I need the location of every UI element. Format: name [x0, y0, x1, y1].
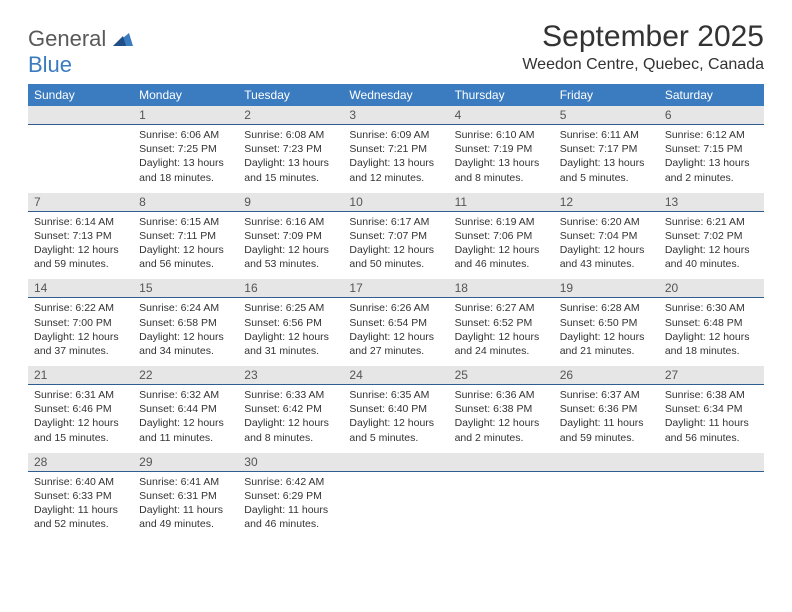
day-detail-row: Sunrise: 6:06 AMSunset: 7:25 PMDaylight:… — [28, 125, 764, 193]
day-detail-cell: Sunrise: 6:33 AMSunset: 6:42 PMDaylight:… — [238, 385, 343, 453]
day-number-cell — [554, 453, 659, 472]
day-number-cell: 22 — [133, 366, 238, 385]
day-detail-cell: Sunrise: 6:24 AMSunset: 6:58 PMDaylight:… — [133, 298, 238, 366]
day-detail-cell: Sunrise: 6:42 AMSunset: 6:29 PMDaylight:… — [238, 471, 343, 539]
day-detail-cell: Sunrise: 6:15 AMSunset: 7:11 PMDaylight:… — [133, 211, 238, 279]
day-detail-cell: Sunrise: 6:32 AMSunset: 6:44 PMDaylight:… — [133, 385, 238, 453]
logo-triangle-icon — [113, 33, 133, 50]
day-number-cell: 12 — [554, 193, 659, 212]
day-number-cell: 29 — [133, 453, 238, 472]
title-block: September 2025 Weedon Centre, Quebec, Ca… — [522, 20, 764, 74]
day-number-cell: 5 — [554, 106, 659, 125]
day-detail-cell: Sunrise: 6:38 AMSunset: 6:34 PMDaylight:… — [659, 385, 764, 453]
day-detail-cell — [554, 471, 659, 539]
day-number-cell: 9 — [238, 193, 343, 212]
weekday-header: Friday — [554, 84, 659, 106]
weekday-header: Monday — [133, 84, 238, 106]
day-number-cell: 27 — [659, 366, 764, 385]
day-detail-cell: Sunrise: 6:12 AMSunset: 7:15 PMDaylight:… — [659, 125, 764, 193]
day-number-cell: 8 — [133, 193, 238, 212]
day-number-cell: 3 — [343, 106, 448, 125]
day-number-cell: 26 — [554, 366, 659, 385]
day-number-row: 282930 — [28, 453, 764, 472]
calendar-table: Sunday Monday Tuesday Wednesday Thursday… — [28, 84, 764, 539]
day-number-cell: 15 — [133, 279, 238, 298]
day-number-row: 14151617181920 — [28, 279, 764, 298]
day-detail-cell: Sunrise: 6:25 AMSunset: 6:56 PMDaylight:… — [238, 298, 343, 366]
day-detail-row: Sunrise: 6:40 AMSunset: 6:33 PMDaylight:… — [28, 471, 764, 539]
location: Weedon Centre, Quebec, Canada — [522, 56, 764, 74]
day-detail-cell: Sunrise: 6:16 AMSunset: 7:09 PMDaylight:… — [238, 211, 343, 279]
day-number-row: 78910111213 — [28, 193, 764, 212]
logo-text-block: General Blue — [28, 26, 133, 78]
day-detail-cell: Sunrise: 6:40 AMSunset: 6:33 PMDaylight:… — [28, 471, 133, 539]
day-detail-cell: Sunrise: 6:19 AMSunset: 7:06 PMDaylight:… — [449, 211, 554, 279]
day-detail-cell: Sunrise: 6:11 AMSunset: 7:17 PMDaylight:… — [554, 125, 659, 193]
day-detail-cell — [343, 471, 448, 539]
calendar-page: General Blue September 2025 Weedon Centr… — [0, 0, 792, 539]
day-detail-cell: Sunrise: 6:27 AMSunset: 6:52 PMDaylight:… — [449, 298, 554, 366]
day-number-cell: 21 — [28, 366, 133, 385]
weekday-header: Saturday — [659, 84, 764, 106]
day-number-row: 21222324252627 — [28, 366, 764, 385]
day-detail-row: Sunrise: 6:22 AMSunset: 7:00 PMDaylight:… — [28, 298, 764, 366]
day-number-cell: 20 — [659, 279, 764, 298]
day-number-cell: 2 — [238, 106, 343, 125]
day-detail-cell: Sunrise: 6:20 AMSunset: 7:04 PMDaylight:… — [554, 211, 659, 279]
day-number-cell — [343, 453, 448, 472]
day-detail-cell: Sunrise: 6:21 AMSunset: 7:02 PMDaylight:… — [659, 211, 764, 279]
weekday-header: Sunday — [28, 84, 133, 106]
day-number-cell: 24 — [343, 366, 448, 385]
day-number-cell: 10 — [343, 193, 448, 212]
day-detail-cell — [28, 125, 133, 193]
day-number-cell — [28, 106, 133, 125]
day-detail-cell: Sunrise: 6:31 AMSunset: 6:46 PMDaylight:… — [28, 385, 133, 453]
day-number-cell: 13 — [659, 193, 764, 212]
day-detail-cell: Sunrise: 6:09 AMSunset: 7:21 PMDaylight:… — [343, 125, 448, 193]
day-detail-cell: Sunrise: 6:28 AMSunset: 6:50 PMDaylight:… — [554, 298, 659, 366]
day-number-row: 123456 — [28, 106, 764, 125]
day-number-cell — [449, 453, 554, 472]
day-number-cell: 4 — [449, 106, 554, 125]
day-detail-cell: Sunrise: 6:14 AMSunset: 7:13 PMDaylight:… — [28, 211, 133, 279]
weekday-header: Tuesday — [238, 84, 343, 106]
logo-word-1: General — [28, 26, 106, 51]
day-number-cell: 6 — [659, 106, 764, 125]
day-number-cell: 14 — [28, 279, 133, 298]
day-number-cell: 16 — [238, 279, 343, 298]
day-number-cell: 17 — [343, 279, 448, 298]
weekday-header-row: Sunday Monday Tuesday Wednesday Thursday… — [28, 84, 764, 106]
day-detail-row: Sunrise: 6:14 AMSunset: 7:13 PMDaylight:… — [28, 211, 764, 279]
day-detail-cell: Sunrise: 6:26 AMSunset: 6:54 PMDaylight:… — [343, 298, 448, 366]
day-detail-cell: Sunrise: 6:35 AMSunset: 6:40 PMDaylight:… — [343, 385, 448, 453]
day-detail-cell: Sunrise: 6:17 AMSunset: 7:07 PMDaylight:… — [343, 211, 448, 279]
day-detail-cell: Sunrise: 6:08 AMSunset: 7:23 PMDaylight:… — [238, 125, 343, 193]
day-detail-cell: Sunrise: 6:36 AMSunset: 6:38 PMDaylight:… — [449, 385, 554, 453]
header-row: General Blue September 2025 Weedon Centr… — [28, 20, 764, 78]
day-number-cell: 23 — [238, 366, 343, 385]
day-number-cell: 7 — [28, 193, 133, 212]
day-detail-cell — [659, 471, 764, 539]
day-number-cell: 11 — [449, 193, 554, 212]
weekday-header: Thursday — [449, 84, 554, 106]
day-number-cell: 19 — [554, 279, 659, 298]
weekday-header: Wednesday — [343, 84, 448, 106]
day-number-cell — [659, 453, 764, 472]
day-detail-cell: Sunrise: 6:41 AMSunset: 6:31 PMDaylight:… — [133, 471, 238, 539]
day-detail-cell: Sunrise: 6:10 AMSunset: 7:19 PMDaylight:… — [449, 125, 554, 193]
day-detail-cell: Sunrise: 6:22 AMSunset: 7:00 PMDaylight:… — [28, 298, 133, 366]
day-number-cell: 30 — [238, 453, 343, 472]
day-detail-cell: Sunrise: 6:30 AMSunset: 6:48 PMDaylight:… — [659, 298, 764, 366]
day-detail-cell — [449, 471, 554, 539]
month-title: September 2025 — [522, 20, 764, 54]
day-detail-row: Sunrise: 6:31 AMSunset: 6:46 PMDaylight:… — [28, 385, 764, 453]
day-number-cell: 25 — [449, 366, 554, 385]
logo-word-2: Blue — [28, 52, 72, 77]
logo: General Blue — [28, 26, 133, 78]
day-detail-cell: Sunrise: 6:37 AMSunset: 6:36 PMDaylight:… — [554, 385, 659, 453]
day-number-cell: 28 — [28, 453, 133, 472]
day-number-cell: 1 — [133, 106, 238, 125]
day-number-cell: 18 — [449, 279, 554, 298]
day-detail-cell: Sunrise: 6:06 AMSunset: 7:25 PMDaylight:… — [133, 125, 238, 193]
